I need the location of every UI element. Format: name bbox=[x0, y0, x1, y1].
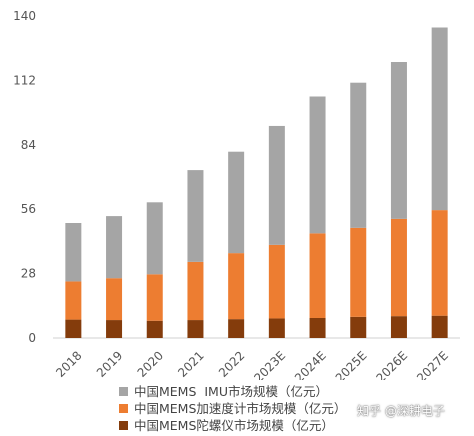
x-tick-label: 2018 bbox=[53, 348, 84, 379]
bar-segment bbox=[431, 27, 448, 211]
x-tick-label: 2019 bbox=[94, 348, 125, 379]
x-tick-label: 2022 bbox=[216, 348, 247, 379]
bar-segment bbox=[431, 315, 448, 338]
bar-segment bbox=[65, 223, 82, 282]
legend-swatch bbox=[119, 421, 128, 430]
legend-label: 中国MEMS加速度计市场规模（亿元） bbox=[134, 401, 347, 416]
x-tick-label: 2025E bbox=[333, 348, 370, 380]
bar-segment bbox=[309, 233, 326, 318]
bar-segment bbox=[187, 261, 204, 321]
bar-segment bbox=[146, 202, 163, 275]
bar-segment bbox=[390, 316, 407, 338]
bar-segment bbox=[268, 125, 285, 245]
bar-segment bbox=[146, 320, 163, 338]
legend-swatch bbox=[119, 404, 128, 413]
y-tick-label: 140 bbox=[13, 9, 36, 23]
bar-segment bbox=[106, 216, 123, 279]
bar-segment bbox=[350, 82, 367, 228]
x-axis-ticks: 2018 2019 2020 2021 2022 2023E 2024E 2025E 2026E… bbox=[53, 348, 451, 380]
legend-label: 中国MEMS陀螺仪市场规模（亿元） bbox=[134, 418, 334, 433]
y-axis-ticks: 0 28 56 84 112 140 bbox=[13, 9, 36, 345]
bar-segment bbox=[268, 318, 285, 338]
y-tick-label: 0 bbox=[28, 331, 36, 345]
legend-item: 中国MEMS IMU市场规模（亿元） bbox=[119, 383, 346, 400]
x-tick-label: 2023E bbox=[251, 348, 288, 380]
x-tick-label: 2021 bbox=[175, 348, 206, 379]
bar-segment bbox=[146, 274, 163, 321]
bar-segment bbox=[228, 151, 245, 254]
y-tick-label: 56 bbox=[21, 202, 36, 216]
x-tick-label: 2027E bbox=[414, 348, 451, 380]
x-tick-label: 2020 bbox=[135, 348, 166, 379]
bar-segment bbox=[106, 278, 123, 321]
bar-segment bbox=[228, 319, 245, 338]
bar-segment bbox=[350, 227, 367, 317]
bar-segment bbox=[268, 244, 285, 319]
bar-segment bbox=[228, 253, 245, 320]
legend-label: 中国MEMS IMU市场规模（亿元） bbox=[134, 384, 328, 399]
bar-segment bbox=[431, 210, 448, 316]
bar-segment bbox=[390, 62, 407, 219]
bar-segment bbox=[309, 317, 326, 338]
legend: 中国MEMS IMU市场规模（亿元） 中国MEMS加速度计市场规模（亿元） 中国ME… bbox=[119, 383, 346, 434]
bars bbox=[65, 27, 448, 338]
bar-segment bbox=[390, 218, 407, 317]
watermark: 知乎 @深耕电子 bbox=[357, 404, 445, 418]
y-tick-label: 84 bbox=[21, 138, 36, 152]
bar-segment bbox=[309, 96, 326, 234]
bar-segment bbox=[187, 170, 204, 262]
legend-swatch bbox=[119, 387, 128, 396]
bar-segment bbox=[106, 320, 123, 338]
y-tick-label: 28 bbox=[21, 267, 36, 281]
x-tick-label: 2026E bbox=[373, 348, 410, 380]
bar-segment bbox=[65, 319, 82, 338]
bar-segment bbox=[187, 320, 204, 338]
bar-segment bbox=[350, 316, 367, 338]
legend-item: 中国MEMS陀螺仪市场规模（亿元） bbox=[119, 417, 346, 434]
x-tick-label: 2024E bbox=[292, 348, 329, 380]
bar-segment bbox=[65, 281, 82, 320]
legend-item: 中国MEMS加速度计市场规模（亿元） bbox=[119, 400, 346, 417]
y-tick-label: 112 bbox=[13, 73, 36, 87]
